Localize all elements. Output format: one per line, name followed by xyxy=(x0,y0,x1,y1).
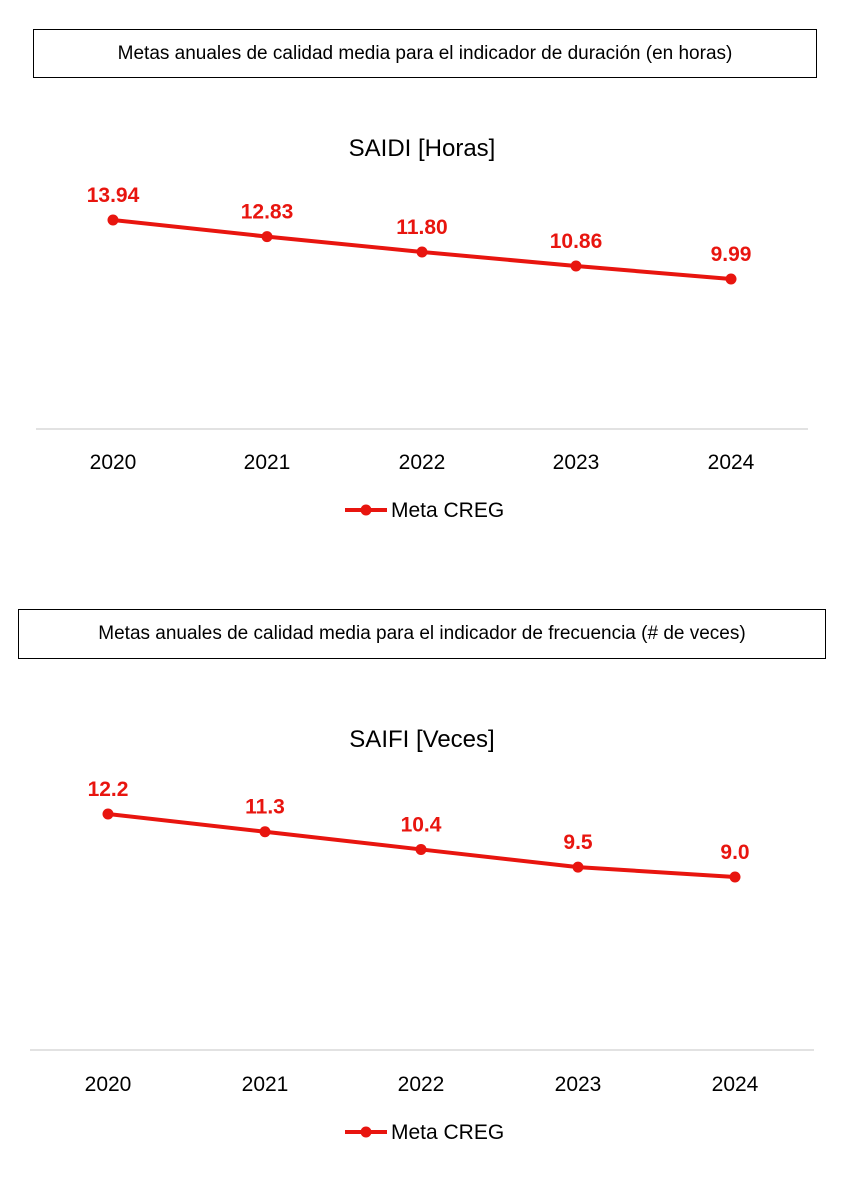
x-tick-label: 2022 xyxy=(399,451,446,474)
data-point xyxy=(259,826,271,838)
x-tick-label: 2024 xyxy=(712,1073,759,1096)
data-point xyxy=(725,273,737,285)
data-point xyxy=(729,871,741,883)
data-point xyxy=(416,246,428,258)
legend-marker xyxy=(360,504,372,516)
chart-caption-saifi: Metas anuales de calidad media para el i… xyxy=(18,609,826,659)
data-label: 9.5 xyxy=(563,831,593,854)
data-label: 9.0 xyxy=(720,841,749,864)
chart-title: SAIFI [Veces] xyxy=(349,726,494,753)
x-tick-label: 2023 xyxy=(553,451,600,474)
x-tick-label: 2021 xyxy=(242,1073,289,1096)
data-label: 10.4 xyxy=(401,813,442,836)
data-point xyxy=(572,861,584,873)
chart-title: SAIDI [Horas] xyxy=(349,135,496,162)
data-point xyxy=(102,808,114,820)
saidi-line-chart: SAIDI [Horas] 2020 2021 2022 2023 2024 13.94 12… xyxy=(36,135,808,522)
data-label: 11.80 xyxy=(396,216,447,239)
data-point xyxy=(107,214,119,226)
legend-label: Meta CREG xyxy=(391,499,504,522)
data-point xyxy=(570,260,582,272)
data-label: 12.83 xyxy=(241,201,294,224)
data-point xyxy=(415,843,427,855)
data-label: 12.2 xyxy=(88,778,129,801)
data-label: 11.3 xyxy=(245,796,285,819)
x-tick-label: 2020 xyxy=(85,1073,132,1096)
chart-caption-saidi: Metas anuales de calidad media para el i… xyxy=(33,29,817,78)
caption-text: Metas anuales de calidad media para el i… xyxy=(98,623,746,644)
data-point xyxy=(261,231,273,243)
x-tick-label: 2023 xyxy=(555,1073,602,1096)
data-label: 10.86 xyxy=(550,230,603,253)
legend-marker xyxy=(360,1126,372,1138)
x-tick-label: 2021 xyxy=(244,451,291,474)
data-label: 13.94 xyxy=(87,184,140,207)
caption-text: Metas anuales de calidad media para el i… xyxy=(117,42,733,64)
legend-label: Meta CREG xyxy=(391,1121,504,1144)
data-label: 9.99 xyxy=(711,243,752,266)
x-tick-label: 2020 xyxy=(90,451,137,474)
x-tick-label: 2024 xyxy=(708,451,755,474)
x-tick-label: 2022 xyxy=(398,1073,445,1096)
